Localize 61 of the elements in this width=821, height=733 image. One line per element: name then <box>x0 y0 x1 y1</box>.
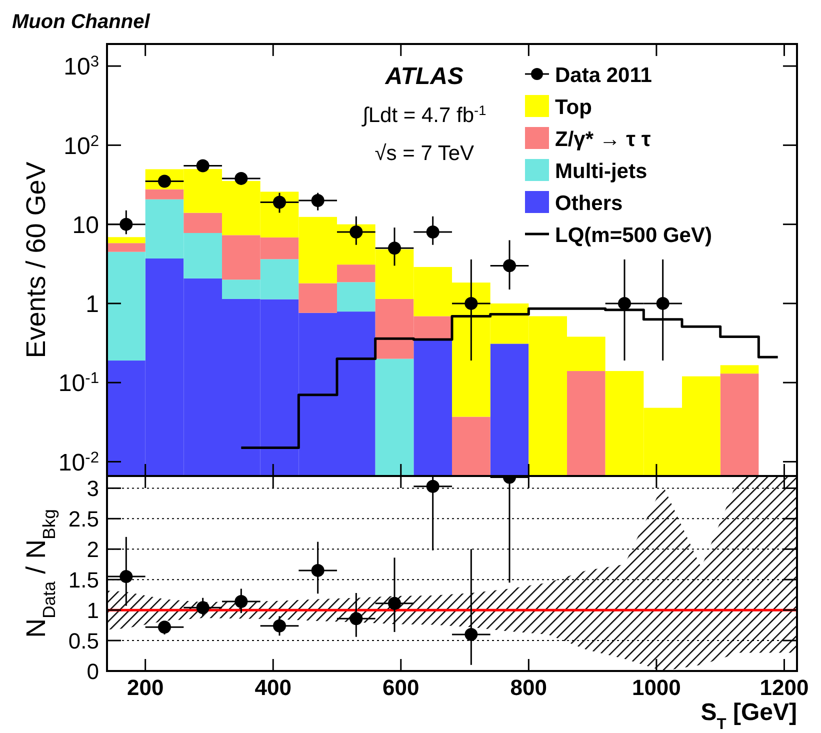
point <box>273 196 286 209</box>
bar <box>184 212 222 233</box>
point <box>503 259 516 272</box>
bar <box>337 264 376 282</box>
point <box>618 296 631 310</box>
y-tick-label: 10 <box>72 212 99 239</box>
y-tick-label: 3 <box>86 476 99 502</box>
legend-label: LQ(m=500 GeV) <box>555 224 712 247</box>
annotation: √s = 7 TeV <box>374 142 474 165</box>
legend-label: Multi-jets <box>555 160 648 183</box>
point <box>311 194 324 207</box>
y-tick-label: 1.5 <box>68 568 99 593</box>
x-tick-label: 600 <box>382 675 420 700</box>
point <box>120 218 133 231</box>
x-tick-label: 400 <box>254 675 292 700</box>
point <box>273 619 286 632</box>
point <box>350 612 363 626</box>
bar <box>107 243 146 252</box>
point <box>234 172 248 185</box>
y-tick-label: 10$^{-1}$ <box>58 370 99 398</box>
point <box>196 601 210 614</box>
y-axis-title: Events / 60 GeV <box>21 162 51 358</box>
y-tick-label: 0 <box>86 658 99 684</box>
legend-label: Data 2011 <box>555 64 652 87</box>
point <box>388 242 401 255</box>
annotation: ATLAS <box>384 63 464 90</box>
y-tick-label: 0.5 <box>68 628 99 654</box>
point <box>464 628 478 641</box>
legend-label: Others <box>555 192 623 215</box>
y-tick-label: 2 <box>86 537 99 562</box>
y-tick-label: 10$^{2}$ <box>64 132 99 160</box>
legend-label: Z/γ* → τ τ <box>555 128 652 151</box>
annotation: ∫Ldt = 4.7 fb$^{-1}$ <box>362 102 486 127</box>
y-tick-label: 2.5 <box>68 506 99 532</box>
point <box>388 596 401 610</box>
bar <box>337 282 376 312</box>
y-tick-label: 10$^{3}$ <box>64 53 99 81</box>
point <box>234 595 248 608</box>
y-tick-label: 10$^{-2}$ <box>58 448 99 476</box>
point <box>656 296 670 310</box>
point <box>120 570 133 584</box>
point <box>196 159 210 172</box>
x-tick-label: 800 <box>510 675 548 700</box>
y-tick-label: 1 <box>86 598 99 623</box>
bar <box>107 237 146 244</box>
chart-title: Muon Channel <box>12 11 150 33</box>
point <box>426 225 440 238</box>
bar <box>145 189 184 200</box>
x-tick-label: 1200 <box>760 675 809 700</box>
x-axis-title: S$_{T}$ [GeV] <box>700 699 797 732</box>
point <box>311 564 324 577</box>
y-tick-label: 1 <box>86 291 99 318</box>
bar <box>298 283 337 313</box>
x-tick-label: 1000 <box>632 675 681 700</box>
bar <box>720 365 759 374</box>
legend-label: Top <box>555 96 592 119</box>
point <box>350 225 363 238</box>
point <box>464 296 478 310</box>
point <box>158 620 171 634</box>
x-tick-label: 200 <box>126 675 164 700</box>
point <box>426 480 440 493</box>
